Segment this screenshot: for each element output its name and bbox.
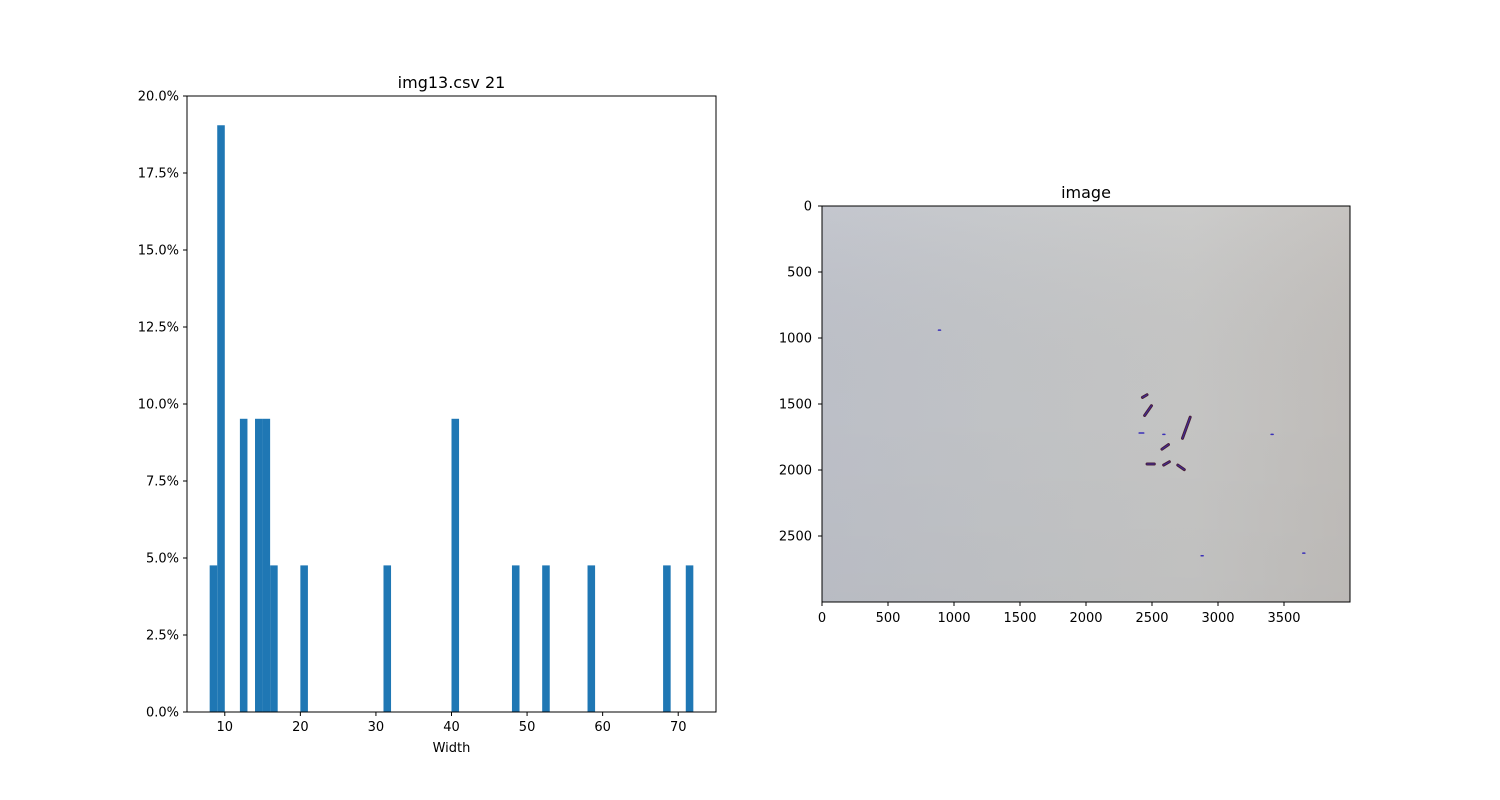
image-x-tick-label: 500 <box>876 611 901 626</box>
histogram-title: img13.csv 21 <box>398 73 506 92</box>
histogram-y-tick-label: 7.5% <box>146 475 179 490</box>
histogram-bar-2 <box>239 418 248 712</box>
image-x-tick-label: 0 <box>818 611 826 626</box>
histogram-y-tick-label: 10.0% <box>138 398 179 413</box>
histogram-bar-9 <box>511 565 520 712</box>
photo-mark-outline-5 <box>1181 416 1191 439</box>
photo-mark-outline-6 <box>1161 444 1169 450</box>
image-x-tick-label: 3000 <box>1201 611 1234 626</box>
histogram-bar-1 <box>217 125 225 712</box>
image-x-tick-label: 3500 <box>1267 611 1300 626</box>
histogram-bar-5 <box>270 565 278 712</box>
histogram-bar-4 <box>262 418 271 712</box>
histogram-x-ticks: 10 20 30 40 50 60 70 <box>217 712 687 735</box>
image-y-tick-label: 0 <box>804 200 812 215</box>
histogram-panel: img13.csv 21 10 20 30 40 50 60 70 0.0% 2.5% 5.0%… <box>138 73 717 756</box>
histogram-bar-3 <box>255 418 263 712</box>
photo-mark-outline-1 <box>1141 394 1148 398</box>
histogram-x-tick-label: 50 <box>519 720 536 735</box>
histogram-bar-6 <box>300 565 308 712</box>
image-x-tick-label: 2500 <box>1135 611 1168 626</box>
image-x-ticks: 0 500 1000 1500 2000 2500 3000 3500 <box>818 602 1301 626</box>
histogram-y-tick-label: 17.5% <box>138 167 179 182</box>
histogram-bar-13 <box>685 565 694 712</box>
image-y-tick-label: 1000 <box>779 332 812 347</box>
image-y-ticks: 0 500 1000 1500 2000 2500 <box>779 200 822 545</box>
image-y-tick-label: 1500 <box>779 398 812 413</box>
histogram-bars <box>209 125 694 712</box>
histogram-bar-12 <box>663 565 671 712</box>
photo-mark-outline-8 <box>1163 461 1170 466</box>
histogram-y-tick-label: 0.0% <box>146 706 179 721</box>
image-y-tick-label: 500 <box>787 266 812 281</box>
image-x-tick-label: 1000 <box>937 611 970 626</box>
histogram-y-tick-label: 5.0% <box>146 552 179 567</box>
image-title: image <box>1061 183 1111 202</box>
histogram-x-tick-label: 30 <box>368 720 385 735</box>
histogram-y-ticks: 0.0% 2.5% 5.0% 7.5% 10.0% 12.5% 15.0% 17.5% 20.0… <box>138 90 187 721</box>
histogram-bar-11 <box>587 565 596 712</box>
histogram-x-tick-label: 70 <box>670 720 687 735</box>
histogram-x-tick-label: 60 <box>594 720 611 735</box>
histogram-bar-7 <box>383 565 392 712</box>
histogram-bar-0 <box>209 565 218 712</box>
histogram-x-tick-label: 20 <box>292 720 309 735</box>
histogram-y-tick-label: 15.0% <box>138 244 179 259</box>
image-x-tick-label: 1500 <box>1003 611 1036 626</box>
image-y-tick-label: 2500 <box>779 530 812 545</box>
histogram-bar-8 <box>451 418 460 712</box>
photo-marks <box>937 329 1306 557</box>
photo-mark-outline-2 <box>1144 405 1152 416</box>
histogram-y-tick-label: 2.5% <box>146 629 179 644</box>
image-y-tick-label: 2000 <box>779 464 812 479</box>
histogram-y-tick-label: 12.5% <box>138 321 179 336</box>
photo-shading <box>822 206 1350 602</box>
histogram-x-axis-label: Width <box>433 741 471 756</box>
histogram-bar-10 <box>542 565 550 712</box>
histogram-y-tick-label: 20.0% <box>138 90 179 105</box>
histogram-x-tick-label: 40 <box>443 720 460 735</box>
image-panel: image 0 500 1000 1500 2000 2500 3000 3500 0 500 1… <box>779 183 1351 626</box>
image-x-tick-label: 2000 <box>1069 611 1102 626</box>
photo-mark-outline-9 <box>1177 464 1185 471</box>
histogram-x-tick-label: 10 <box>217 720 234 735</box>
